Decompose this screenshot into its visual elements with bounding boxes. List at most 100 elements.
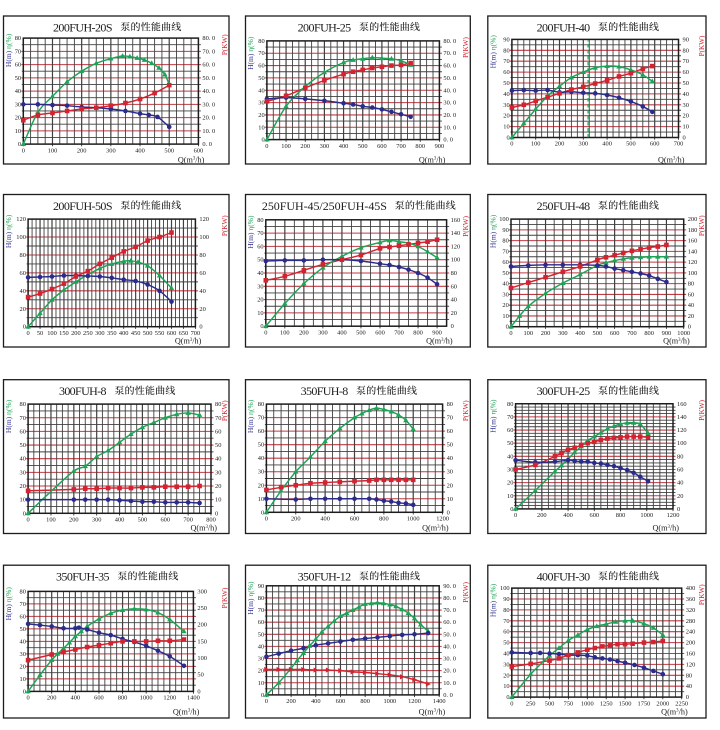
svg-text:300FUH-8: 300FUH-8 — [59, 384, 107, 398]
svg-text:10: 10 — [507, 493, 513, 500]
svg-text:P(KW): P(KW) — [221, 400, 229, 421]
svg-text:600: 600 — [377, 143, 387, 150]
svg-text:70: 70 — [683, 58, 689, 65]
svg-text:20: 20 — [683, 113, 689, 120]
svg-text:100: 100 — [46, 517, 56, 524]
svg-text:0: 0 — [18, 141, 21, 148]
svg-text:60: 60 — [503, 69, 509, 76]
svg-text:20: 20 — [258, 112, 264, 119]
svg-text:80. 0: 80. 0 — [202, 35, 215, 42]
svg-text:H(m) η(%): H(m) η(%) — [488, 35, 497, 69]
svg-text:80: 80 — [507, 401, 513, 408]
svg-text:60: 60 — [215, 428, 221, 435]
svg-text:500: 500 — [626, 141, 636, 148]
svg-text:70: 70 — [20, 415, 26, 422]
svg-text:0: 0 — [265, 143, 268, 150]
svg-text:0: 0 — [261, 137, 264, 144]
svg-text:1200: 1200 — [163, 695, 176, 702]
svg-text:30: 30 — [447, 469, 453, 476]
svg-text:300: 300 — [92, 517, 102, 524]
svg-text:50: 50 — [503, 80, 509, 87]
svg-text:600: 600 — [650, 141, 660, 148]
svg-text:1000: 1000 — [581, 700, 594, 707]
svg-text:80: 80 — [20, 588, 26, 595]
svg-text:40. 0: 40. 0 — [443, 87, 456, 94]
svg-text:20: 20 — [199, 306, 205, 313]
svg-text:60: 60 — [258, 63, 264, 70]
svg-text:700: 700 — [396, 143, 406, 150]
svg-text:0: 0 — [265, 516, 268, 523]
svg-text:0: 0 — [22, 147, 25, 154]
svg-text:P(KW): P(KW) — [462, 37, 470, 58]
svg-text:30: 30 — [507, 466, 513, 473]
svg-text:P(KW): P(KW) — [698, 399, 706, 420]
svg-text:120: 120 — [686, 661, 696, 668]
svg-text:60: 60 — [451, 283, 457, 290]
svg-text:140: 140 — [451, 230, 461, 237]
svg-text:70: 70 — [447, 415, 453, 422]
svg-text:160: 160 — [677, 401, 687, 408]
svg-text:60: 60 — [258, 428, 264, 435]
svg-text:1400: 1400 — [187, 695, 200, 702]
svg-text:80: 80 — [677, 453, 683, 460]
svg-text:2000: 2000 — [656, 700, 669, 707]
svg-text:250FUH-45/250FUH-45S: 250FUH-45/250FUH-45S — [262, 199, 387, 213]
svg-text:200: 200 — [686, 640, 696, 647]
svg-text:0: 0 — [451, 323, 454, 330]
svg-text:0: 0 — [261, 509, 264, 516]
svg-text:400: 400 — [119, 330, 129, 337]
svg-text:90. 0: 90. 0 — [443, 583, 456, 590]
svg-text:20: 20 — [451, 310, 457, 317]
svg-text:100: 100 — [531, 141, 541, 148]
svg-text:10. 0: 10. 0 — [443, 680, 456, 687]
svg-text:Q(m3/h): Q(m3/h) — [652, 524, 679, 533]
svg-text:40: 40 — [503, 91, 509, 98]
svg-text:50: 50 — [257, 257, 263, 264]
svg-text:50: 50 — [683, 80, 689, 87]
svg-text:140: 140 — [688, 248, 698, 255]
svg-text:120: 120 — [688, 259, 698, 266]
svg-text:90: 90 — [503, 36, 509, 43]
svg-text:60: 60 — [507, 427, 513, 434]
svg-text:80: 80 — [258, 401, 264, 408]
svg-text:200: 200 — [299, 329, 309, 336]
svg-text:80: 80 — [215, 401, 221, 408]
svg-text:70: 70 — [503, 618, 509, 625]
svg-text:400: 400 — [320, 516, 330, 523]
svg-text:60: 60 — [447, 428, 453, 435]
svg-text:20: 20 — [503, 672, 509, 679]
svg-text:360: 360 — [686, 596, 696, 603]
svg-text:P(KW): P(KW) — [698, 584, 706, 605]
svg-text:1000: 1000 — [383, 698, 396, 705]
svg-text:60: 60 — [15, 62, 21, 69]
svg-text:120: 120 — [16, 216, 26, 223]
svg-text:30: 30 — [20, 469, 26, 476]
svg-text:70: 70 — [503, 58, 509, 65]
svg-text:30: 30 — [20, 651, 26, 658]
svg-text:P(KW): P(KW) — [462, 400, 470, 421]
svg-text:Q(m3/h): Q(m3/h) — [190, 524, 217, 533]
svg-text:250: 250 — [526, 700, 536, 707]
svg-text:0: 0 — [514, 512, 517, 519]
svg-text:500: 500 — [164, 147, 174, 154]
svg-text:H(m) η(%): H(m) η(%) — [488, 214, 497, 248]
svg-text:300: 300 — [106, 147, 116, 154]
svg-text:40: 40 — [447, 455, 453, 462]
svg-text:200: 200 — [537, 512, 547, 519]
svg-text:0: 0 — [260, 323, 263, 330]
svg-text:80: 80 — [451, 270, 457, 277]
svg-text:0: 0 — [506, 694, 509, 701]
svg-text:600: 600 — [350, 516, 360, 523]
svg-text:100: 100 — [499, 216, 509, 223]
svg-text:Q(m3/h): Q(m3/h) — [658, 155, 685, 164]
svg-text:140: 140 — [677, 414, 687, 421]
svg-text:100: 100 — [281, 143, 291, 150]
svg-text:80: 80 — [20, 401, 26, 408]
svg-text:250: 250 — [197, 605, 207, 612]
svg-text:80: 80 — [447, 401, 453, 408]
svg-text:Q(m3/h): Q(m3/h) — [422, 524, 449, 533]
svg-text:70: 70 — [20, 601, 26, 608]
svg-text:40: 40 — [503, 651, 509, 658]
svg-text:0: 0 — [686, 694, 689, 701]
svg-text:0: 0 — [261, 692, 264, 699]
